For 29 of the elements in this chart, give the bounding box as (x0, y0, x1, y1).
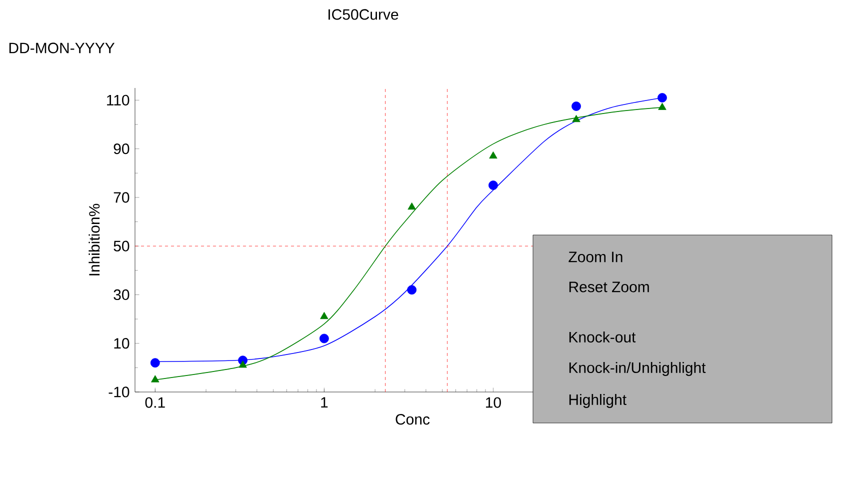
text: Highlight (569, 394, 626, 408)
text: DD-MON-YYYY (9, 42, 115, 54)
annotation: Knock-in/Unhighlight (569, 362, 706, 376)
point (320, 312, 328, 320)
point (572, 114, 580, 122)
x-tick-label: 10 (486, 397, 501, 408)
point (572, 102, 581, 111)
point (489, 151, 498, 159)
y-tick-label: 90 (114, 143, 130, 154)
y-tick-label: 30 (114, 289, 130, 300)
point (319, 334, 329, 344)
point (150, 358, 160, 368)
y-tick-label: 110 (107, 94, 130, 106)
point (488, 180, 498, 190)
annotation: Reset Zoom (569, 282, 649, 292)
annotation: Zoom In (568, 252, 622, 262)
y-tick-label: 50 (114, 240, 130, 252)
x-axis-title: Conc (396, 414, 430, 425)
point (658, 102, 666, 110)
point (658, 93, 667, 102)
y-tick-label: 10 (114, 338, 130, 349)
x-tick-label: 1 (321, 397, 328, 408)
y-tick-label: 70 (114, 192, 130, 203)
point (151, 375, 160, 382)
y-axis-title: Inhibition% (88, 204, 100, 276)
annotation: Knock-out (569, 331, 636, 342)
y-tick-label: -10 (108, 386, 130, 398)
chart-title: IC50Curve (328, 9, 398, 20)
x-tick-label: 0.1 (145, 397, 165, 408)
